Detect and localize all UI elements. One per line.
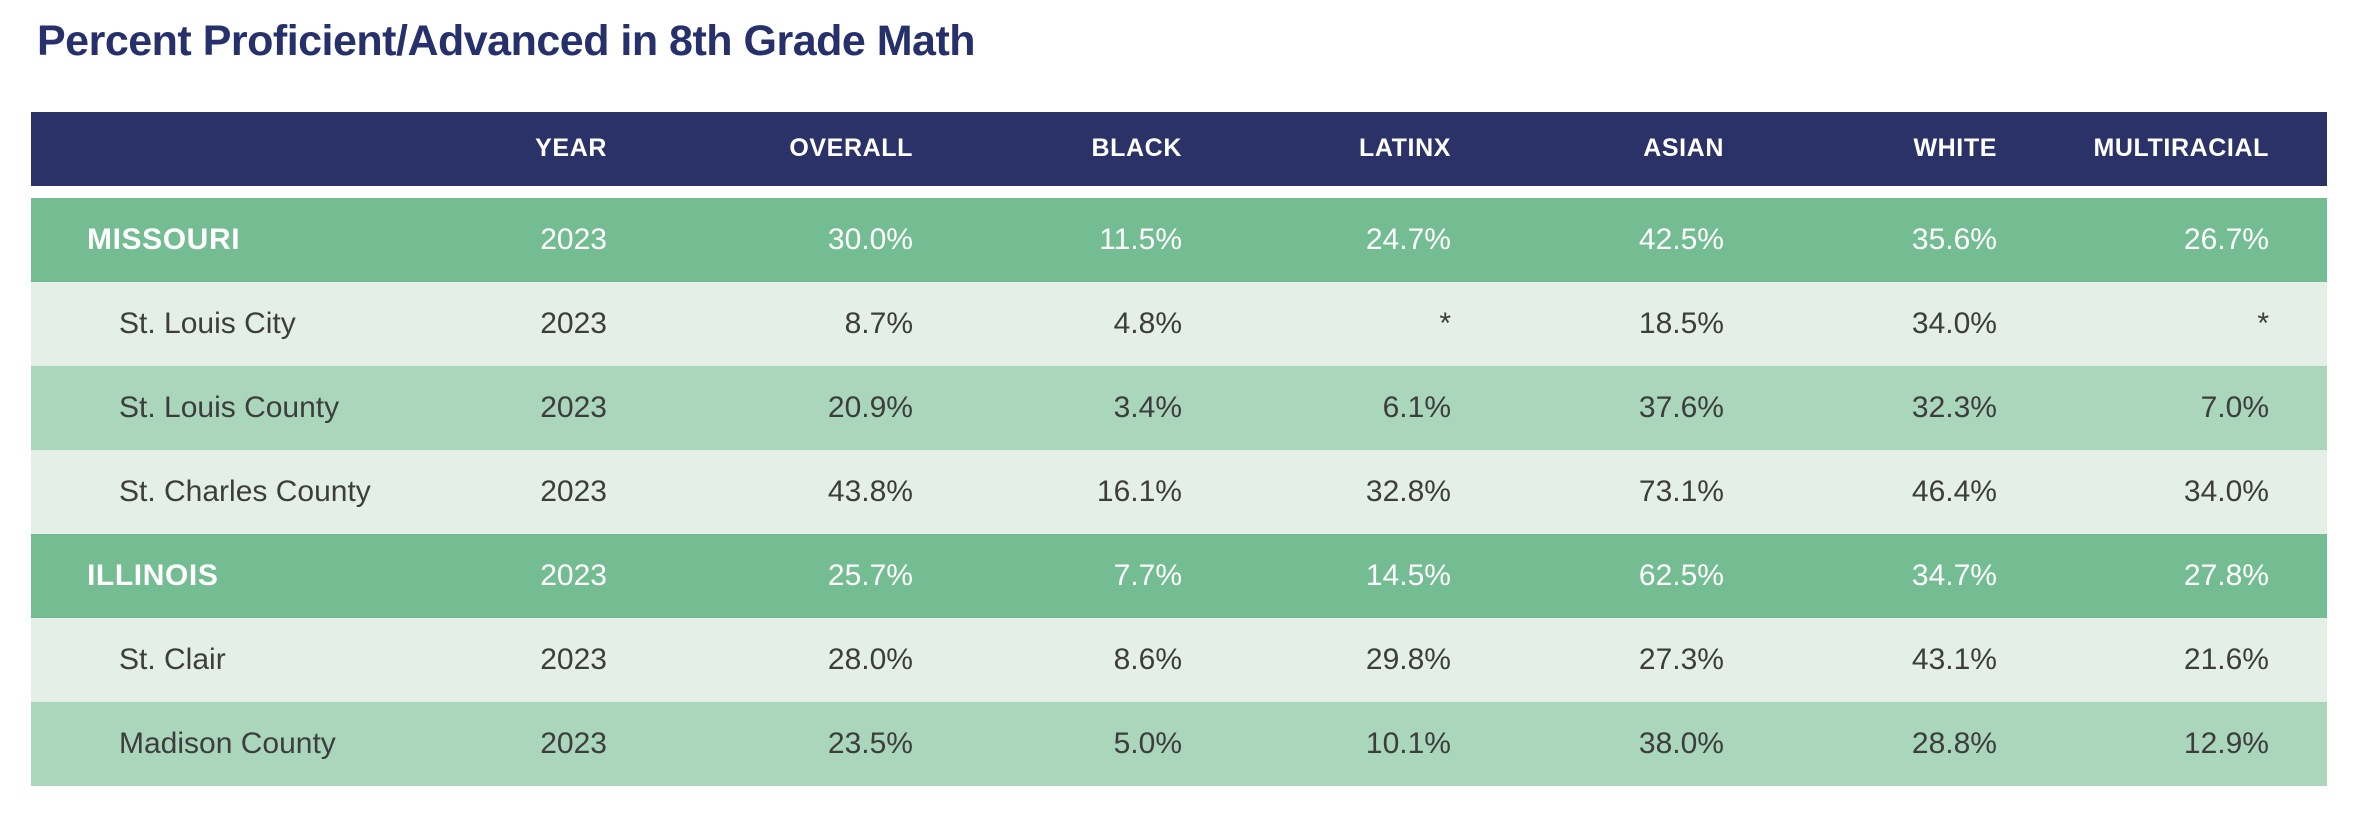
col-header-year: YEAR xyxy=(391,111,607,186)
cell-multiracial: 27.8% xyxy=(2183,558,2269,592)
cell-year: 2023 xyxy=(540,726,607,760)
table-row-illinois: ILLINOIS 2023 25.7% 7.7% 14.5% 62.5% 34.… xyxy=(31,533,2327,618)
cell-overall: 20.9% xyxy=(827,390,913,424)
cell-asian: 62.5% xyxy=(1638,558,1724,592)
cell-year: 2023 xyxy=(540,390,607,424)
col-header-overall: OVERALL xyxy=(607,111,913,186)
cell-year: 2023 xyxy=(540,222,607,256)
table-row-st-louis-county: St. Louis County 2023 20.9% 3.4% 6.1% 37… xyxy=(31,365,2327,450)
table-row-madison-county: Madison County 2023 23.5% 5.0% 10.1% 38.… xyxy=(31,701,2327,786)
cell-multiracial: 21.6% xyxy=(2183,642,2269,676)
page-title: Percent Proficient/Advanced in 8th Grade… xyxy=(37,17,976,65)
cell-multiracial: 7.0% xyxy=(2200,390,2269,424)
row-label: ILLINOIS xyxy=(87,558,219,592)
cell-latinx: 32.8% xyxy=(1365,474,1451,508)
cell-multiracial: 34.0% xyxy=(2183,474,2269,508)
header-gap xyxy=(31,185,2327,198)
row-label: St. Charles County xyxy=(119,474,371,508)
cell-asian: 73.1% xyxy=(1638,474,1724,508)
cell-overall: 43.8% xyxy=(827,474,913,508)
cell-latinx: 24.7% xyxy=(1365,222,1451,256)
row-label: MISSOURI xyxy=(87,222,241,256)
table-row-missouri: MISSOURI 2023 30.0% 11.5% 24.7% 42.5% 35… xyxy=(31,197,2327,282)
cell-white: 32.3% xyxy=(1911,390,1997,424)
cell-black: 3.4% xyxy=(1113,390,1182,424)
cell-asian: 37.6% xyxy=(1638,390,1724,424)
cell-latinx: 6.1% xyxy=(1382,390,1451,424)
row-label: St. Louis City xyxy=(119,306,296,340)
cell-multiracial: 12.9% xyxy=(2183,726,2269,760)
cell-asian: 18.5% xyxy=(1638,306,1724,340)
col-header-latinx: LATINX xyxy=(1182,111,1451,186)
cell-year: 2023 xyxy=(540,306,607,340)
cell-overall: 28.0% xyxy=(827,642,913,676)
cell-black: 8.6% xyxy=(1113,642,1182,676)
cell-latinx: 14.5% xyxy=(1365,558,1451,592)
cell-year: 2023 xyxy=(540,474,607,508)
proficiency-table: YEAR OVERALL BLACK LATINX ASIAN WHITE MU… xyxy=(31,111,2327,786)
cell-asian: 27.3% xyxy=(1638,642,1724,676)
cell-overall: 30.0% xyxy=(827,222,913,256)
table-row-st-clair: St. Clair 2023 28.0% 8.6% 29.8% 27.3% 43… xyxy=(31,617,2327,702)
col-header-multiracial: MULTIRACIAL xyxy=(1997,111,2327,186)
col-header-white: WHITE xyxy=(1724,111,1997,186)
cell-year: 2023 xyxy=(540,642,607,676)
cell-asian: 38.0% xyxy=(1638,726,1724,760)
table-row-st-louis-city: St. Louis City 2023 8.7% 4.8% * 18.5% 34… xyxy=(31,281,2327,366)
cell-overall: 25.7% xyxy=(827,558,913,592)
cell-black: 4.8% xyxy=(1113,306,1182,340)
cell-white: 34.7% xyxy=(1911,558,1997,592)
table-header-row: YEAR OVERALL BLACK LATINX ASIAN WHITE MU… xyxy=(31,111,2327,186)
cell-overall: 8.7% xyxy=(844,306,913,340)
cell-black: 11.5% xyxy=(1099,222,1182,256)
row-label: St. Louis County xyxy=(119,390,340,424)
cell-white: 28.8% xyxy=(1911,726,1997,760)
cell-white: 43.1% xyxy=(1911,642,1997,676)
row-label: St. Clair xyxy=(119,642,226,676)
cell-latinx: 29.8% xyxy=(1365,642,1451,676)
cell-white: 34.0% xyxy=(1911,306,1997,340)
cell-multiracial: * xyxy=(2257,306,2269,340)
cell-overall: 23.5% xyxy=(827,726,913,760)
cell-black: 7.7% xyxy=(1113,558,1182,592)
table-row-st-charles-county: St. Charles County 2023 43.8% 16.1% 32.8… xyxy=(31,449,2327,534)
cell-latinx: * xyxy=(1439,306,1451,340)
cell-multiracial: 26.7% xyxy=(2183,222,2269,256)
corner-cell xyxy=(31,111,391,186)
cell-year: 2023 xyxy=(540,558,607,592)
cell-asian: 42.5% xyxy=(1638,222,1724,256)
col-header-black: BLACK xyxy=(913,111,1182,186)
row-label: Madison County xyxy=(119,726,336,760)
cell-white: 46.4% xyxy=(1911,474,1997,508)
cell-latinx: 10.1% xyxy=(1365,726,1451,760)
cell-white: 35.6% xyxy=(1911,222,1997,256)
cell-black: 16.1% xyxy=(1096,474,1182,508)
col-header-asian: ASIAN xyxy=(1451,111,1724,186)
cell-black: 5.0% xyxy=(1113,726,1182,760)
